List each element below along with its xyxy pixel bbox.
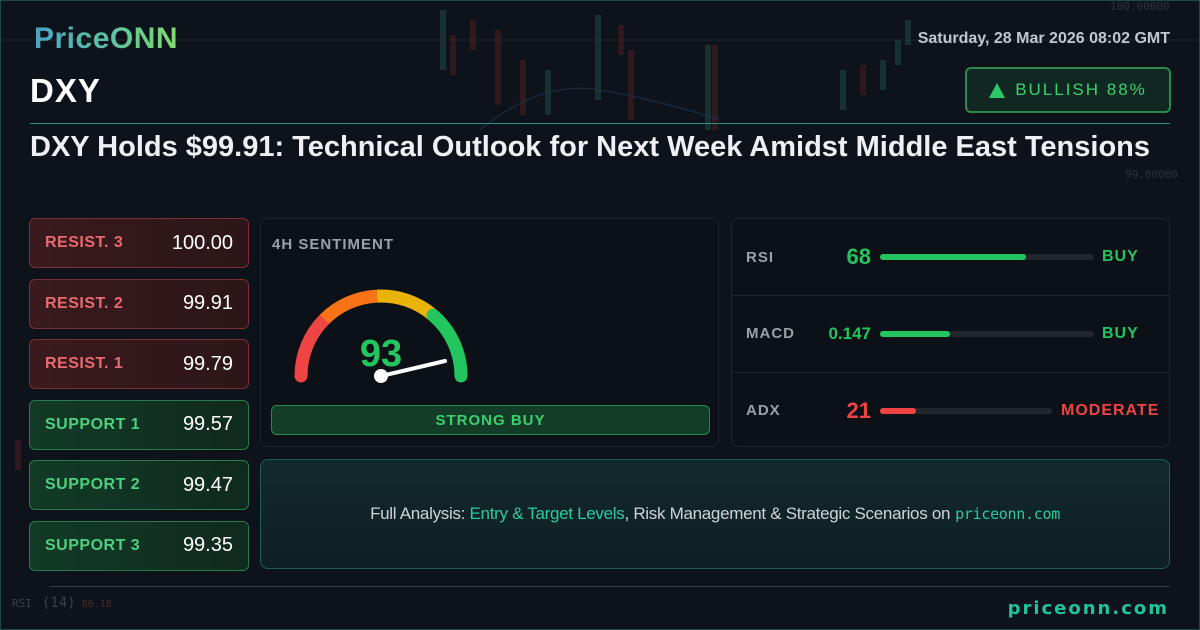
- sentiment-title: 4H SENTIMENT: [272, 236, 395, 253]
- level-support-1: SUPPORT 1 99.57: [29, 399, 249, 450]
- bias-badge: BULLISH 88%: [965, 67, 1171, 113]
- indicator-signal: MODERATE: [1061, 401, 1160, 419]
- cta-highlight-link[interactable]: Entry & Target Levels: [469, 504, 625, 523]
- cta-middle: , Risk Management & Strategic Scenarios …: [624, 504, 951, 523]
- level-label: RESIST. 2: [45, 294, 124, 312]
- headline: DXY Holds $99.91: Technical Outlook for …: [30, 131, 1150, 163]
- sentiment-score: 93: [359, 333, 403, 375]
- svg-text:100.00000: 100.00000: [1110, 0, 1170, 13]
- indicator-bar: [880, 254, 1094, 260]
- sentiment-verdict: STRONG BUY: [271, 405, 710, 435]
- footer-site-link[interactable]: priceonn.com: [1007, 598, 1169, 619]
- header-divider: [30, 123, 1170, 124]
- sentiment-panel: 4H SENTIMENT 93 STRONG BUY: [260, 218, 719, 447]
- up-triangle-icon: [989, 82, 1006, 98]
- full-analysis-cta[interactable]: Full Analysis: Entry & Target Levels, Ri…: [260, 459, 1170, 569]
- level-label: SUPPORT 1: [45, 415, 141, 433]
- price-levels: RESIST. 3 100.00 RESIST. 2 99.91 RESIST.…: [29, 218, 249, 581]
- level-value: 99.35: [182, 534, 233, 556]
- indicator-row-rsi: RSI 68 BUY: [732, 219, 1169, 295]
- datetime: Saturday, 28 Mar 2026 08:02 GMT: [917, 30, 1170, 47]
- background-rsi-label: RSI (14) 86.18: [12, 595, 112, 611]
- rsi-panel-name: RSI: [12, 597, 32, 610]
- cta-prefix: Full Analysis:: [370, 504, 470, 523]
- level-resistance-1: RESIST. 1 99.79: [29, 339, 249, 389]
- footer-divider: [50, 586, 1170, 587]
- level-support-2: SUPPORT 2 99.47: [29, 460, 249, 510]
- gauge-pivot: [374, 369, 388, 383]
- indicator-row-adx: ADX 21 MODERATE: [732, 372, 1169, 448]
- bias-label: BULLISH 88%: [1015, 80, 1147, 99]
- indicator-name: RSI: [746, 248, 775, 266]
- sentiment-gauge: [294, 289, 468, 383]
- indicator-value: 0.147: [828, 323, 871, 343]
- level-resistance-2: RESIST. 2 99.91: [29, 278, 249, 329]
- indicator-signal: BUY: [1102, 324, 1139, 342]
- rsi-value: 86.18: [81, 599, 112, 610]
- indicator-name: ADX: [746, 402, 781, 419]
- level-value: 100.00: [171, 231, 233, 254]
- level-support-3: SUPPORT 3 99.35: [29, 520, 249, 571]
- level-resistance-3: RESIST. 3 100.00: [29, 218, 249, 268]
- gauge-needle: [379, 359, 447, 378]
- level-label: RESIST. 1: [45, 355, 124, 372]
- indicator-value: 68: [846, 244, 871, 269]
- cta-site-link[interactable]: priceonn.com: [955, 505, 1060, 523]
- rsi-period: (14): [41, 595, 76, 611]
- level-label: SUPPORT 2: [45, 476, 141, 493]
- level-value: 99.79: [182, 352, 233, 375]
- indicator-name: MACD: [746, 325, 795, 342]
- level-value: 99.47: [182, 473, 233, 496]
- level-value: 99.91: [182, 292, 233, 314]
- indicator-value: 21: [846, 397, 871, 423]
- svg-text:99.00000: 99.00000: [1125, 168, 1178, 181]
- indicator-signal: BUY: [1102, 248, 1139, 265]
- indicator-row-macd: MACD 0.147 BUY: [732, 295, 1169, 371]
- brand-logo: PriceONN: [34, 22, 179, 55]
- indicator-bar: [880, 407, 1052, 414]
- level-label: SUPPORT 3: [45, 536, 141, 554]
- indicators-panel: RSI 68 BUY MACD 0.147 BUY ADX 21 MODERAT…: [731, 218, 1170, 447]
- level-value: 99.57: [182, 413, 233, 435]
- indicator-bar: [880, 330, 1094, 337]
- level-label: RESIST. 3: [45, 234, 124, 251]
- ticker-symbol: DXY: [30, 72, 101, 109]
